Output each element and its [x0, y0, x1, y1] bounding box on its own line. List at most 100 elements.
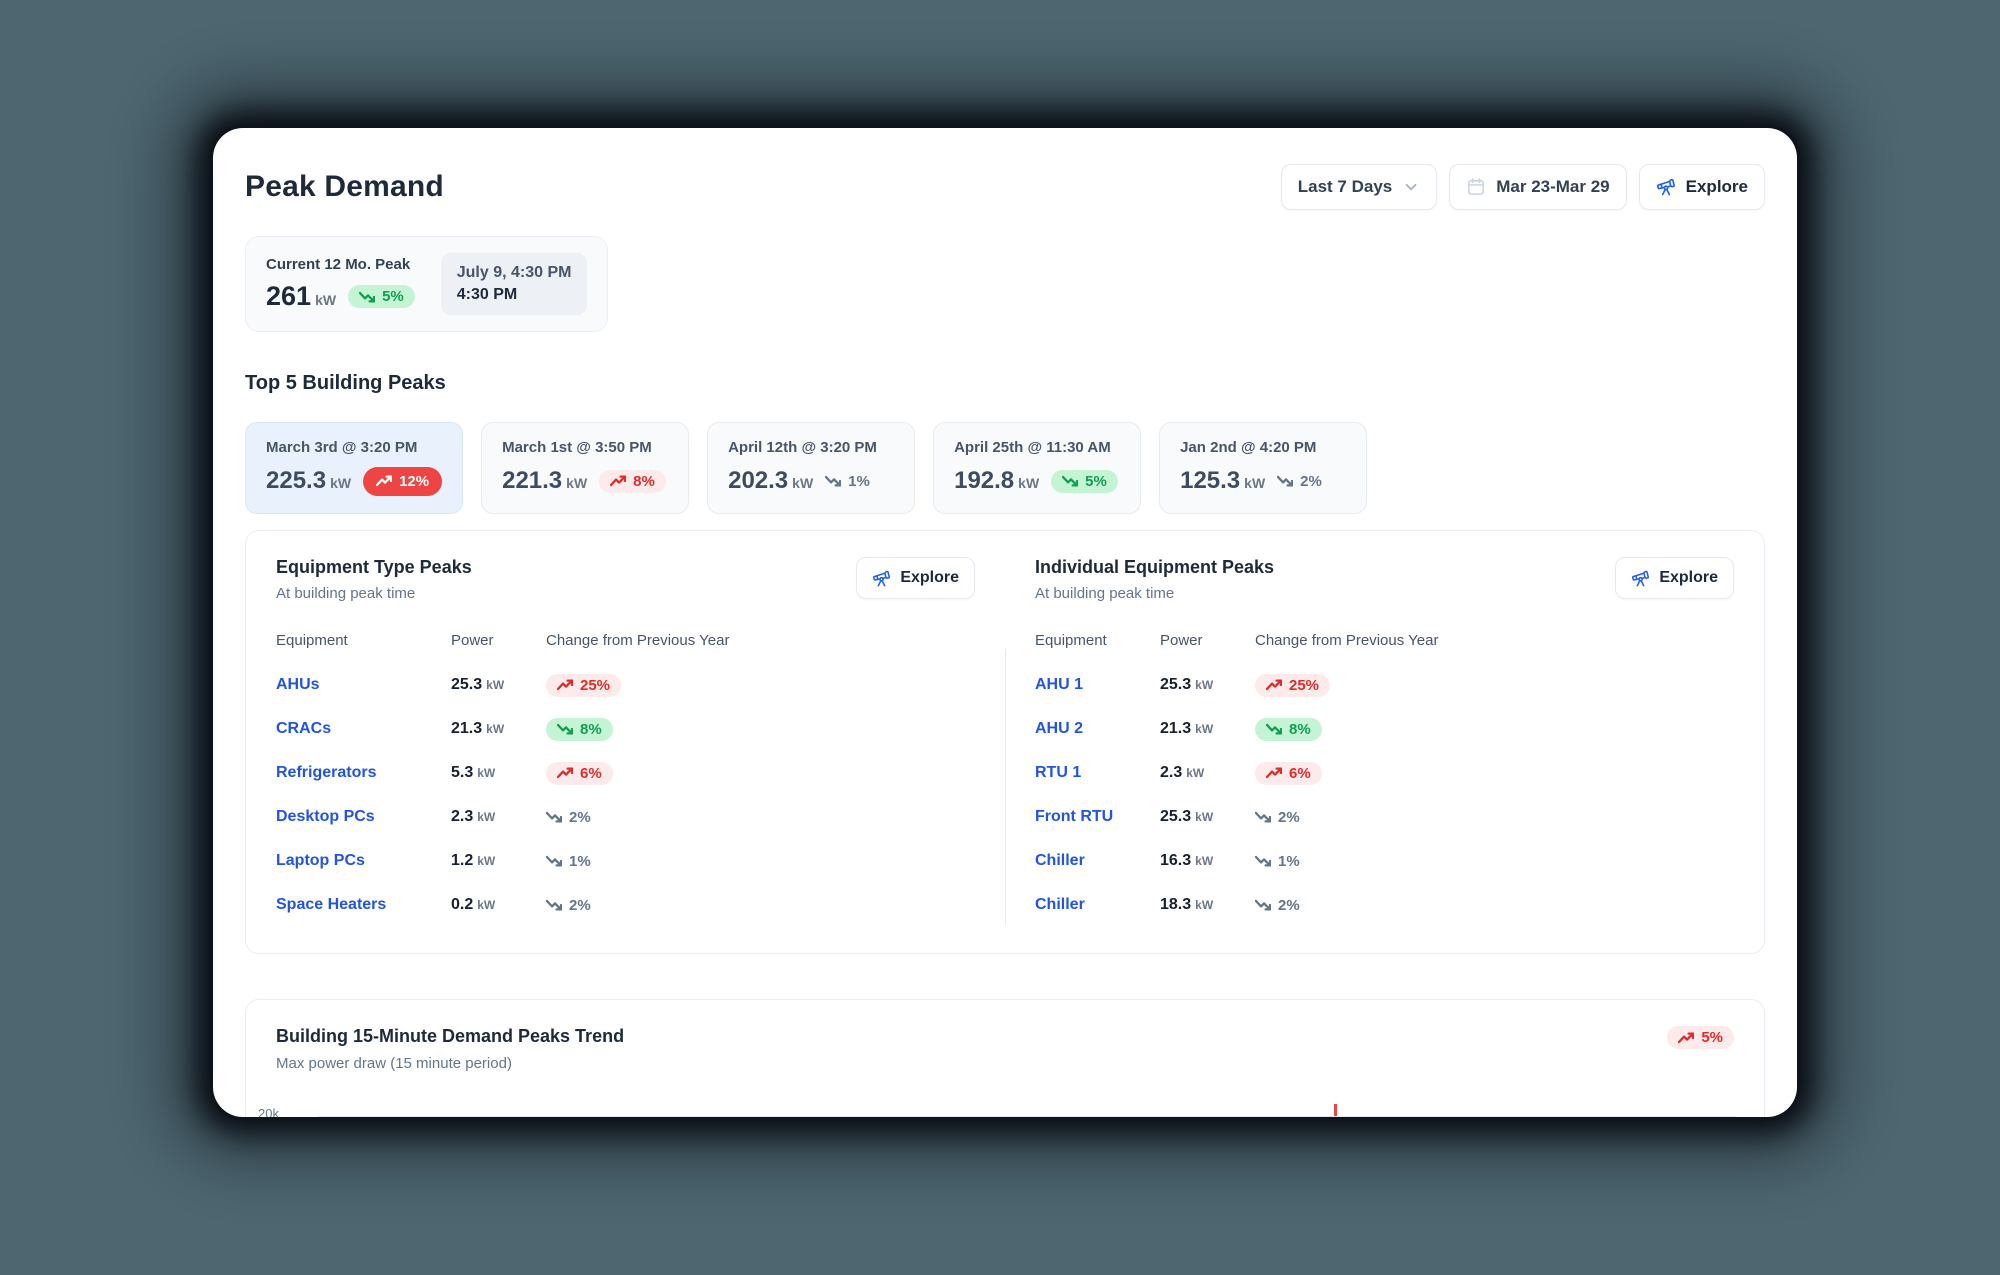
equipment-link[interactable]: Desktop PCs: [276, 808, 375, 825]
change-badge: 2%: [1255, 894, 1300, 917]
trend-down-icon: [546, 811, 562, 823]
trend-down-icon: [557, 723, 573, 735]
trend-down-icon: [1255, 855, 1271, 867]
current-peak-datetime-box: July 9, 4:30 PM 4:30 PM: [440, 253, 588, 315]
explore-button-equipment-type[interactable]: Explore: [856, 557, 975, 599]
equipment-tables-card: Equipment Type Peaks At building peak ti…: [245, 530, 1765, 954]
equipment-type-peaks-title: Equipment Type Peaks: [276, 557, 472, 577]
table-row: AHU 2 21.3 kW 8%: [1035, 707, 1734, 751]
equipment-link[interactable]: CRACs: [276, 720, 332, 737]
peak-card-1[interactable]: March 3rd @ 3:20 PM 225.3 kW 12%: [245, 422, 464, 514]
top-peaks-row: March 3rd @ 3:20 PM 225.3 kW 12% March 1s…: [245, 422, 1765, 514]
trend-up-icon: [376, 475, 393, 487]
date-range-value: Mar 23-Mar 29: [1496, 177, 1610, 196]
table-row: Space Heaters 0.2 kW 2%: [276, 883, 975, 927]
peak-card-change-badge: 8%: [599, 469, 666, 493]
trend-down-icon: [1062, 475, 1079, 487]
range-select-value: Last 7 Days: [1297, 177, 1393, 196]
equipment-link[interactable]: AHU 2: [1035, 720, 1084, 737]
explore-button-header[interactable]: Explore: [1638, 164, 1765, 210]
peak-card-value: 202.3: [728, 467, 789, 494]
equipment-link[interactable]: AHU 1: [1035, 676, 1084, 693]
change-badge: 1%: [1255, 850, 1300, 873]
individual-equipment-peaks-panel: Individual Equipment Peaks At building p…: [1035, 557, 1734, 927]
trend-up-icon: [1678, 1031, 1695, 1043]
peak-card-change-badge: 2%: [1277, 470, 1322, 493]
equipment-link[interactable]: RTU 1: [1035, 764, 1082, 781]
trend-up-icon: [557, 767, 573, 779]
peak-card-value: 192.8: [954, 467, 1015, 494]
telescope-icon: [1632, 570, 1650, 586]
current-peak-date: July 9, 4:30 PM: [456, 264, 572, 281]
trend-down-icon: [1255, 899, 1271, 911]
current-peak-value-row: 261 kW 5%: [266, 281, 415, 312]
trend-up-icon: [610, 475, 627, 487]
change-badge: 2%: [546, 806, 591, 829]
current-peak-unit: kW: [315, 292, 337, 308]
chart-gridline: [318, 1116, 1736, 1117]
equipment-link[interactable]: Front RTU: [1035, 808, 1114, 825]
trend-change-badge: 5%: [1667, 1026, 1734, 1049]
peak-card-2[interactable]: March 1st @ 3:50 PM 221.3 kW 8%: [481, 422, 690, 514]
equipment-link[interactable]: Chiller: [1035, 896, 1085, 913]
trend-up-icon: [1266, 679, 1282, 691]
peak-card-value: 225.3: [266, 467, 327, 494]
header: Peak Demand Last 7 Days Mar 23-Mar 29 Ex…: [245, 164, 1765, 210]
current-peak-time: 4:30 PM: [456, 286, 518, 303]
table-row: Chiller 16.3 kW 1%: [1035, 839, 1734, 883]
table-row: RTU 1 2.3 kW 6%: [1035, 751, 1734, 795]
change-badge: 25%: [546, 673, 622, 697]
explore-button-individual-equipment[interactable]: Explore: [1615, 557, 1734, 599]
equipment-link[interactable]: AHUs: [276, 676, 320, 693]
column-header-equipment: Equipment: [276, 632, 348, 649]
peak-card-3[interactable]: April 12th @ 3:20 PM 202.3 kW 1%: [707, 422, 916, 514]
peak-card-date: April 12th @ 3:20 PM: [728, 439, 877, 456]
equipment-link[interactable]: Refrigerators: [276, 764, 377, 781]
equipment-link[interactable]: Space Heaters: [276, 896, 387, 913]
peak-card-date: April 25th @ 11:30 AM: [954, 439, 1111, 456]
trend-down-icon: [1277, 475, 1294, 487]
chart-peak-marker: [1334, 1104, 1337, 1116]
column-header-power: Power: [1160, 632, 1203, 649]
trend-down-icon: [359, 291, 376, 303]
date-range-button[interactable]: Mar 23-Mar 29: [1449, 164, 1627, 210]
column-header-change: Change from Previous Year: [1255, 632, 1439, 649]
trend-down-icon: [825, 475, 842, 487]
trend-down-icon: [546, 855, 562, 867]
tables-divider: [1005, 649, 1006, 925]
change-badge: 25%: [1255, 673, 1331, 697]
range-select[interactable]: Last 7 Days: [1280, 164, 1438, 210]
peak-card-date: Jan 2nd @ 4:20 PM: [1180, 439, 1317, 456]
telescope-icon: [1656, 178, 1675, 196]
equipment-type-peaks-subtitle: At building peak time: [276, 585, 416, 602]
trend-down-icon: [1266, 723, 1282, 735]
table-row: Desktop PCs 2.3 kW 2%: [276, 795, 975, 839]
table-row: AHU 1 25.3 kW 25%: [1035, 663, 1734, 707]
equipment-type-peaks-panel: Equipment Type Peaks At building peak ti…: [276, 557, 975, 927]
trend-subtitle: Max power draw (15 minute period): [276, 1055, 512, 1072]
peak-card-4[interactable]: April 25th @ 11:30 AM 192.8 kW 5%: [933, 422, 1142, 514]
peak-card-date: March 3rd @ 3:20 PM: [266, 439, 418, 456]
peak-card-value: 221.3: [502, 467, 563, 494]
peak-card-value: 125.3: [1180, 467, 1241, 494]
column-header-change: Change from Previous Year: [546, 632, 730, 649]
equipment-link[interactable]: Laptop PCs: [276, 852, 365, 869]
page-title: Peak Demand: [245, 170, 444, 203]
change-badge: 2%: [1255, 806, 1300, 829]
current-peak-value: 261: [266, 281, 312, 311]
individual-equipment-peaks-table: Equipment Power Change from Previous Yea…: [1035, 624, 1734, 927]
change-badge: 1%: [546, 850, 591, 873]
column-header-equipment: Equipment: [1035, 632, 1107, 649]
calendar-icon: [1468, 178, 1485, 195]
equipment-link[interactable]: Chiller: [1035, 852, 1085, 869]
current-peak-change-badge: 5%: [348, 285, 415, 308]
chevron-down-icon: [1405, 183, 1417, 191]
individual-equipment-peaks-title: Individual Equipment Peaks: [1035, 557, 1275, 577]
telescope-icon: [873, 570, 891, 586]
peak-card-5[interactable]: Jan 2nd @ 4:20 PM 125.3 kW 2%: [1159, 422, 1368, 514]
table-row: Refrigerators 5.3 kW 6%: [276, 751, 975, 795]
current-12mo-peak-card: Current 12 Mo. Peak 261 kW 5% July 9, 4:3…: [245, 236, 609, 332]
change-badge: 6%: [546, 761, 613, 785]
trend-down-icon: [1255, 811, 1271, 823]
